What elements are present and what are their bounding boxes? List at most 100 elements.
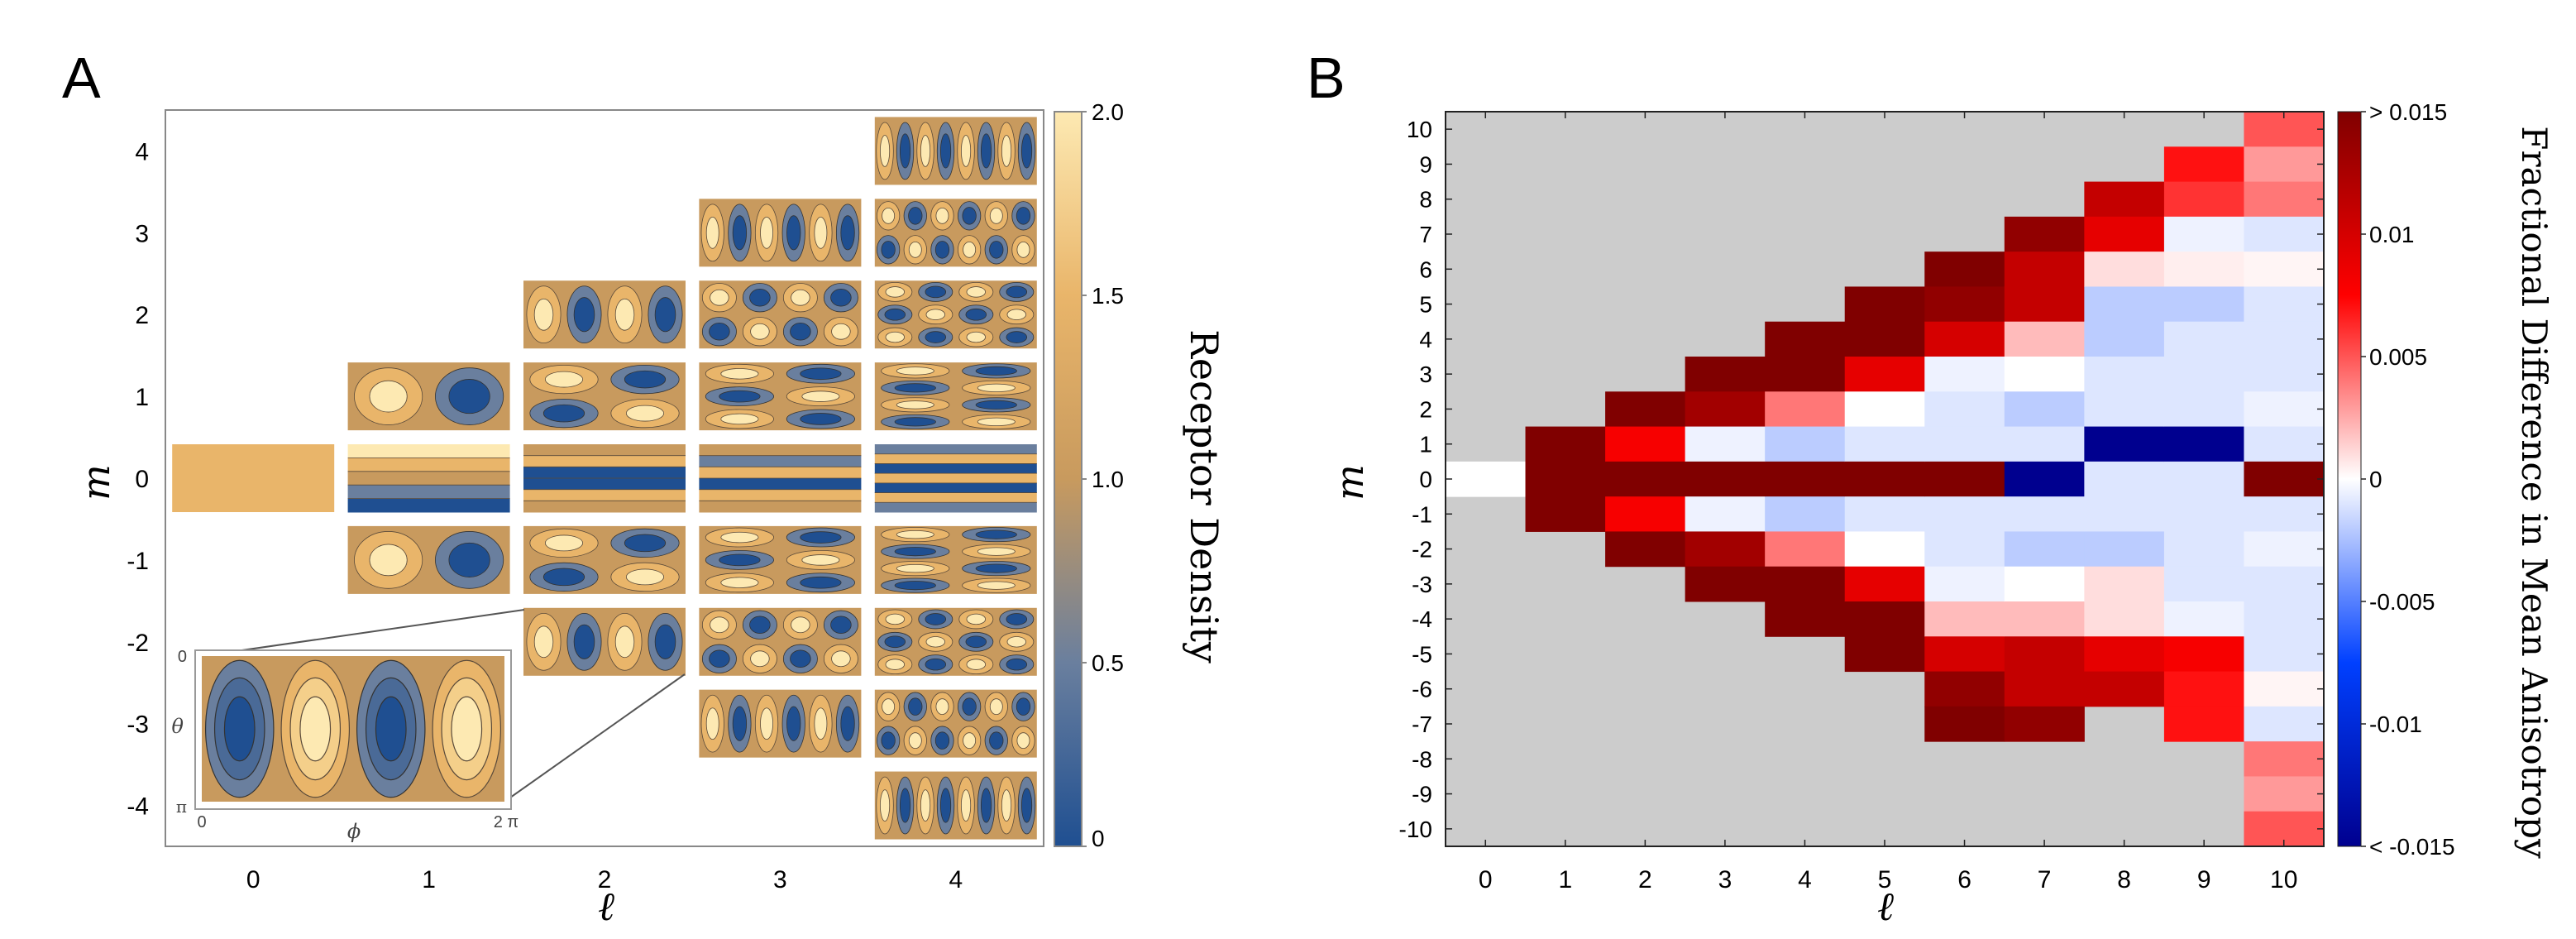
heatmap-cell [1924, 566, 2005, 602]
heatmap-cell [1924, 252, 2005, 287]
x-tick-label: 0 [1479, 866, 1493, 893]
mode-tile [874, 771, 1037, 840]
mode-tile [874, 444, 1037, 513]
heatmap-cell [1525, 461, 1606, 497]
heatmap-cell [2084, 671, 2165, 707]
colorbar-tick-label: 1.0 [1092, 467, 1124, 492]
inset-contour [299, 696, 332, 762]
mode-tile [699, 525, 862, 594]
heatmap-cell [2084, 531, 2165, 568]
x-tick-label: 3 [1718, 866, 1732, 893]
panel-b-x-label: ℓ [1877, 884, 1894, 930]
colorbar-tick-label: 0.5 [1092, 650, 1124, 676]
heatmap-cell [1605, 391, 1686, 428]
mode-tile [874, 689, 1037, 758]
heatmap-cell [2084, 357, 2165, 392]
colorbar-tick-label: 2.0 [1092, 99, 1124, 125]
y-tick-label: 3 [1419, 362, 1432, 387]
mode-tile [523, 525, 686, 594]
panel-a-y-ticks: 4 3 2 1 0 -1 -2 -3 -4 [127, 138, 149, 820]
heatmap-cell [2244, 531, 2325, 568]
y-tick-label: -6 [1412, 677, 1432, 702]
heatmap-cell [2004, 357, 2085, 392]
panel-a-x-ticks: 0 1 2 3 4 [246, 866, 963, 893]
y-tick-label: 10 [1407, 117, 1432, 142]
heatmap-cell [1844, 566, 1925, 602]
heatmap-cell [2004, 252, 2085, 287]
panel-a-colorbar-label: Receptor Density [1182, 329, 1226, 664]
heatmap-cell [2004, 391, 2085, 428]
heatmap-cell [2163, 252, 2244, 287]
panel-b-y-label: m [1327, 464, 1372, 501]
heatmap-cell [1844, 496, 1925, 532]
y-tick-label: 1 [1419, 432, 1432, 458]
heatmap-cell [2163, 566, 2244, 602]
panel-a-y-label: m [74, 464, 118, 501]
heatmap-cell [2244, 601, 2325, 637]
x-tick-label: 1 [1558, 866, 1572, 893]
heatmap-cell [2163, 321, 2244, 357]
heatmap-cell [2244, 741, 2325, 777]
x-tick-label: 6 [1957, 866, 1971, 893]
panel-b-colorbar-label: Fractional Difference in Mean Anisotropy [2514, 126, 2554, 859]
heatmap-cell [2084, 636, 2165, 673]
heatmap-cell [2084, 252, 2165, 287]
heatmap-cell [2163, 357, 2244, 392]
heatmap-cell [1765, 391, 1846, 428]
inset-phi-left: 0 [197, 813, 206, 831]
heatmap-cell [1924, 391, 2005, 428]
mode-tile [172, 444, 335, 512]
y-tick-label: 2 [1419, 396, 1432, 422]
heatmap-cell [1605, 426, 1686, 462]
mode-tile [347, 444, 510, 513]
heatmap-cell [2163, 671, 2244, 707]
y-tick-label: -3 [127, 711, 149, 739]
heatmap-cell [1844, 636, 1925, 673]
x-tick-label: 4 [949, 866, 963, 893]
mode-tile [874, 362, 1037, 431]
heatmap-cell [1525, 496, 1606, 532]
mode-tile [699, 280, 862, 349]
heatmap-cell [1685, 566, 1766, 602]
heatmap-cell [1605, 496, 1686, 532]
inset-phi-label: ϕ [347, 820, 361, 843]
heatmap-cell [2244, 321, 2325, 357]
inset-contour [451, 696, 483, 762]
y-tick-label: 0 [135, 466, 149, 493]
heatmap-cell [2004, 286, 2085, 323]
heatmap-cell [1765, 321, 1846, 357]
panel-b-colorbar [2337, 111, 2362, 847]
heatmap-cell [2163, 601, 2244, 637]
panel-b-colorbar-ticks: > 0.015 0.01 0.005 0 -0.005 -0.01 < -0.015 [2361, 99, 2455, 860]
heatmap-cell [1844, 321, 1925, 357]
heatmap-cell [1765, 566, 1846, 602]
heatmap-cell [2004, 601, 2085, 637]
colorbar-tick-label: > 0.015 [2369, 99, 2447, 125]
heatmap-cell [1765, 601, 1846, 637]
heatmap-cell [2084, 426, 2165, 462]
heatmap-cell [2084, 181, 2165, 218]
heatmap-cell [1924, 636, 2005, 673]
heatmap-cell [1685, 426, 1766, 462]
heatmap-cell [2084, 286, 2165, 323]
heatmap-cell [1685, 391, 1766, 428]
heatmap-cell [2244, 216, 2325, 252]
heatmap-cell [2004, 321, 2085, 357]
inset-theta-label: θ [172, 715, 184, 738]
colorbar-tick-label: 0.005 [2369, 344, 2427, 370]
heatmap-cell [1844, 286, 1925, 323]
heatmap-cell [2004, 461, 2085, 497]
heatmap-cell [2244, 496, 2325, 532]
y-tick-label: 8 [1419, 187, 1432, 213]
heatmap-cell [2004, 706, 2085, 742]
heatmap-cell [1765, 461, 1846, 497]
mode-tile [874, 117, 1037, 185]
heatmap-cell [1605, 531, 1686, 568]
heatmap-cell [2244, 252, 2325, 287]
mode-tile [699, 607, 862, 676]
heatmap-cell [2244, 286, 2325, 323]
heatmap-cell [2084, 321, 2165, 357]
heatmap-cell [2084, 391, 2165, 428]
y-tick-label: 9 [1419, 151, 1432, 177]
